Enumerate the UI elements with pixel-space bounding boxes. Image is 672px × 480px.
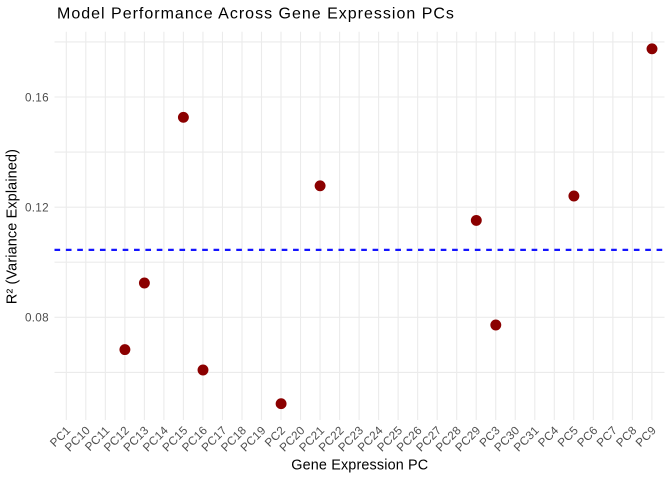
svg-text:0.08: 0.08 bbox=[25, 312, 49, 325]
svg-text:Gene Expression PC: Gene Expression PC bbox=[291, 457, 428, 473]
svg-text:R² (Variance Explained): R² (Variance Explained) bbox=[5, 149, 21, 304]
svg-text:Model Performance Across Gene: Model Performance Across Gene Expression… bbox=[57, 6, 455, 23]
svg-text:0.12: 0.12 bbox=[25, 201, 49, 214]
svg-text:0.16: 0.16 bbox=[25, 91, 49, 104]
